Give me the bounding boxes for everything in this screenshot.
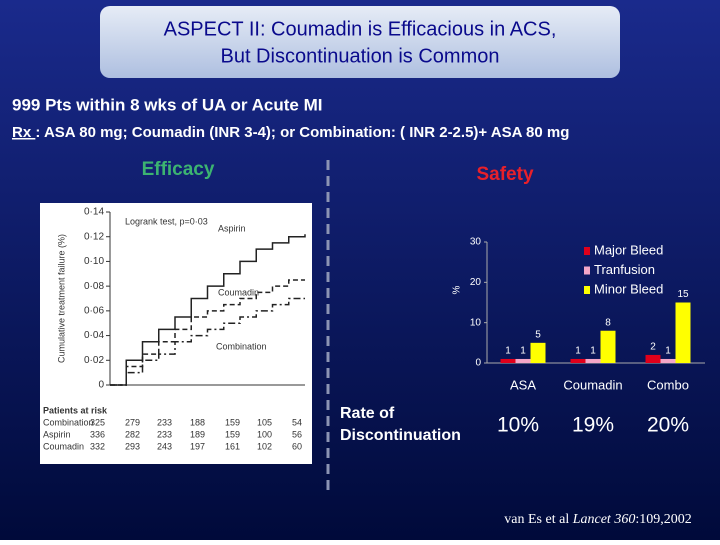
discontinuation-value: 19% (572, 414, 614, 437)
legend-label: Major Bleed (594, 242, 663, 257)
risk-value: 243 (157, 441, 172, 451)
risk-value: 102 (257, 441, 272, 451)
y-tick-label: 0 (98, 380, 104, 391)
y-tick-label: 30 (470, 237, 482, 248)
y-tick-label: 10 (470, 317, 482, 328)
risk-value: 336 (90, 429, 105, 439)
km-line (110, 279, 305, 386)
series-label: Aspirin (218, 223, 246, 233)
y-tick-label: 0·12 (84, 231, 104, 242)
rx-text: : ASA 80 mg; Coumadin (INR 3-4); or Comb… (35, 124, 569, 141)
y-axis-label: Cumulative treatment failure (%) (56, 234, 66, 363)
risk-value: 332 (90, 441, 105, 451)
risk-value: 56 (292, 429, 302, 439)
bar (570, 358, 586, 363)
bar-label: 1 (590, 346, 596, 357)
bar-label: 1 (575, 346, 581, 357)
y-tick-label: 0·14 (84, 207, 104, 218)
y-tick-label: 0·10 (84, 256, 104, 267)
bar (660, 358, 676, 363)
km-line (110, 297, 305, 386)
efficacy-heading: Efficacy (142, 159, 215, 180)
km-line (110, 234, 306, 386)
risk-value: 100 (257, 429, 272, 439)
risk-value: 197 (190, 441, 205, 451)
risk-value: 161 (225, 441, 240, 451)
discontinuation-value: 20% (647, 414, 689, 437)
bar-label: 8 (605, 317, 611, 328)
citation-volume: 360 (611, 512, 636, 527)
bar (645, 354, 661, 363)
risk-row-name: Coumadin (43, 441, 84, 451)
series-label: Combination (216, 341, 267, 351)
bar-label: 1 (520, 346, 526, 357)
citation-journal: Lancet (572, 512, 612, 527)
risk-value: 60 (292, 441, 302, 451)
km-panel (40, 203, 312, 464)
risk-value: 233 (157, 429, 172, 439)
safety-heading: Safety (476, 164, 533, 185)
discontinuation-label: Discontinuation (340, 427, 461, 444)
legend-swatch (584, 247, 590, 255)
y-tick-label: 0 (475, 358, 481, 369)
x-tick-label: ASA (510, 377, 536, 392)
risk-value: 189 (190, 429, 205, 439)
title: But Discontinuation is Common (220, 45, 499, 67)
risk-value: 282 (125, 429, 140, 439)
bar (530, 342, 546, 363)
series-label: Coumadin (218, 287, 259, 297)
bar-label: 15 (677, 289, 689, 300)
y-tick-label: 0·02 (84, 355, 104, 366)
bar (600, 330, 616, 363)
risk-row-name: Aspirin (43, 429, 71, 439)
citation-authors: van Es et al (504, 512, 572, 527)
y-tick-label: 0·06 (84, 305, 104, 316)
y-tick-label: 0·08 (84, 281, 104, 292)
risk-row-name: Combination (43, 417, 94, 427)
bar-label: 1 (665, 346, 671, 357)
title: ASPECT II: Coumadin is Efficacious in AC… (164, 18, 557, 40)
annotation: Logrank test, p=0·03 (125, 216, 208, 226)
risk-value: 159 (225, 429, 240, 439)
bar-label: 5 (535, 329, 541, 340)
risk-value: 325 (90, 417, 105, 427)
risk-value: 279 (125, 417, 140, 427)
subtitle: 999 Pts within 8 wks of UA or Acute MI (12, 95, 322, 114)
x-tick-label: Coumadin (563, 377, 622, 392)
discontinuation-label: Rate of (340, 405, 395, 422)
y-axis-label: % (452, 285, 463, 294)
risk-value: 159 (225, 417, 240, 427)
bar (500, 358, 516, 363)
bar-label: 2 (650, 342, 656, 353)
bar (675, 302, 691, 363)
legend-swatch (584, 286, 590, 294)
citation-pages: :109,2002 (635, 512, 691, 527)
y-tick-label: 20 (470, 277, 482, 288)
discontinuation-value: 10% (497, 414, 539, 437)
bar (515, 358, 531, 363)
title-box (100, 6, 620, 78)
legend-label: Tranfusion (594, 262, 655, 277)
y-tick-label: 0·04 (84, 330, 104, 341)
risk-value: 54 (292, 417, 302, 427)
bar (585, 358, 601, 363)
risk-value: 293 (125, 441, 140, 451)
legend-swatch (584, 266, 590, 275)
risk-value: 105 (257, 417, 272, 427)
x-tick-label: Combo (647, 377, 689, 392)
rx-line: Rx : ASA 80 mg; Coumadin (INR 3-4); or C… (12, 124, 569, 141)
risk-value: 188 (190, 417, 205, 427)
citation: van Es et al Lancet 360:109,2002 (504, 512, 691, 527)
legend-label: Minor Bleed (594, 281, 663, 296)
rx-label: Rx (12, 124, 35, 141)
bar-label: 1 (505, 346, 511, 357)
risk-value: 233 (157, 417, 172, 427)
risk-table-title: Patients at risk (43, 405, 108, 415)
